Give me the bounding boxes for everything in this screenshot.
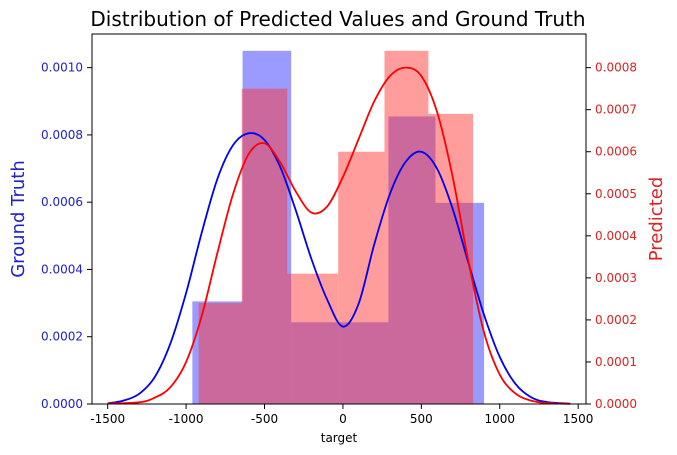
x-tick-label: -1000 (169, 412, 204, 426)
plot-frame (91, 33, 587, 405)
predicted-bar-0 (198, 303, 242, 404)
left-tick-label: 0.0002 (41, 330, 83, 344)
left-tick-label: 0.0004 (41, 262, 83, 276)
x-tick-label: 1500 (563, 412, 594, 426)
right-y-axis: 0.0000 0.0001 0.0002 0.0003 0.0004 0.0005 0.00… (586, 61, 637, 411)
chart-title: Distribution of Predicted Values and Gro… (90, 7, 585, 31)
right-tick-label: 0.0003 (595, 271, 637, 285)
right-tick-label: 0.0004 (595, 229, 637, 243)
right-tick-label: 0.0006 (595, 145, 637, 159)
left-tick-label: 0.0008 (41, 128, 83, 142)
x-axis: -1500 -1000 -500 0 500 1000 1500 (90, 404, 593, 426)
ground-truth-kde-line (107, 132, 571, 405)
predicted-kde-line (107, 66, 571, 405)
ground-truth-bar-1 (242, 50, 292, 405)
predicted-bar-3 (338, 151, 385, 404)
predicted-bar-1 (241, 88, 288, 404)
x-axis-label: target (321, 431, 358, 445)
ground-truth-bar-5 (435, 202, 485, 404)
predicted-bar-4 (384, 50, 429, 405)
x-tick-label: 500 (410, 412, 433, 426)
right-tick-label: 0.0008 (595, 61, 637, 75)
predicted-bar-2 (287, 273, 339, 404)
ground-truth-bar-3 (339, 322, 389, 404)
right-tick-label: 0.0002 (595, 313, 637, 327)
x-tick-label: 0 (339, 412, 347, 426)
right-tick-label: 0.0000 (595, 397, 637, 411)
ground-truth-bar-4 (388, 116, 436, 404)
right-tick-label: 0.0007 (595, 103, 637, 117)
left-y-axis-label: Ground Truth (8, 160, 29, 278)
plot-area (107, 50, 571, 405)
ground-truth-bar-2 (291, 322, 340, 404)
left-tick-label: 0.0000 (41, 397, 83, 411)
x-tick-label: -500 (251, 412, 278, 426)
predicted-bar-5 (428, 113, 474, 405)
left-tick-label: 0.0006 (41, 195, 83, 209)
right-tick-label: 0.0001 (595, 355, 637, 369)
left-tick-label: 0.0010 (41, 61, 83, 75)
left-y-axis: 0.0000 0.0002 0.0004 0.0006 0.0008 0.0010 (41, 61, 92, 411)
right-tick-label: 0.0005 (595, 187, 637, 201)
right-y-axis-label: Predicted (646, 177, 667, 262)
x-tick-label: 1000 (484, 412, 515, 426)
x-tick-label: -1500 (90, 412, 125, 426)
